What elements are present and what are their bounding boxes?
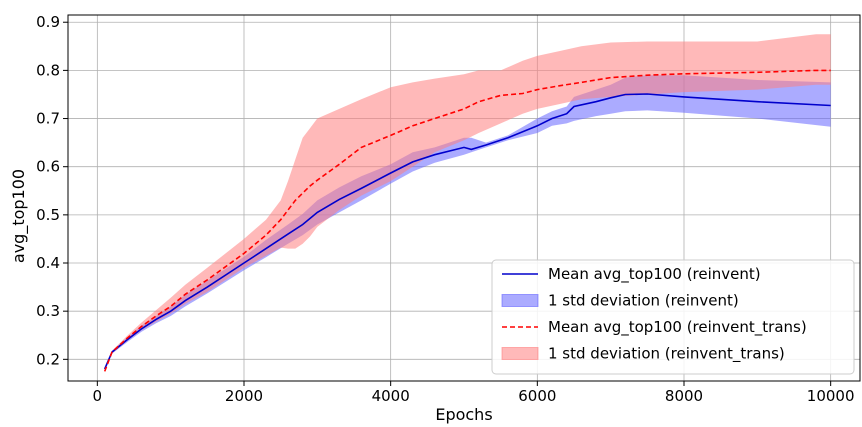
y-tick-label: 0.9 xyxy=(36,13,60,31)
tick-labels: 0 2000 4000 6000 8000 10000 0.2 0.3 0.4 0.5 0.6 0.7… xyxy=(36,13,854,405)
y-tick-label: 0.3 xyxy=(36,302,60,320)
x-tick-label: 6000 xyxy=(518,387,556,405)
legend-label-2: Mean avg_top100 (reinvent_trans) xyxy=(548,318,807,337)
y-tick-label: 0.6 xyxy=(36,158,60,176)
legend-swatch-1 xyxy=(501,294,539,307)
legend: Mean avg_top100 (reinvent) 1 std deviatio… xyxy=(491,259,855,375)
plot-frame xyxy=(67,14,861,382)
y-tick-label: 0.5 xyxy=(36,206,60,224)
x-tick-label: 0 xyxy=(93,387,103,405)
y-tick-label: 0.2 xyxy=(36,350,60,368)
legend-label-1: 1 std deviation (reinvent) xyxy=(548,292,739,310)
y-tick-label: 0.7 xyxy=(36,110,60,128)
x-tick-label: 2000 xyxy=(225,387,263,405)
x-tick-label: 10000 xyxy=(807,387,855,405)
mean-lines xyxy=(103,69,831,372)
legend-label-0: Mean avg_top100 (reinvent) xyxy=(548,265,761,284)
std-bands xyxy=(104,34,831,372)
x-tick-label: 8000 xyxy=(665,387,703,405)
legend-box xyxy=(491,259,855,375)
std-band-3 xyxy=(104,34,831,372)
y-tick-label: 0.4 xyxy=(36,254,60,272)
x-axis-title: Epochs xyxy=(435,405,492,424)
legend-label-3: 1 std deviation (reinvent_trans) xyxy=(548,345,785,364)
axes xyxy=(63,14,861,386)
legend-swatch-3 xyxy=(501,347,539,360)
mean-line-2 xyxy=(103,69,831,372)
x-tick-label: 4000 xyxy=(372,387,410,405)
std-band-1 xyxy=(104,75,831,369)
y-tick-label: 0.8 xyxy=(36,61,60,79)
y-axis-title: avg_top100 xyxy=(9,169,29,263)
mean-line-0 xyxy=(103,93,831,370)
